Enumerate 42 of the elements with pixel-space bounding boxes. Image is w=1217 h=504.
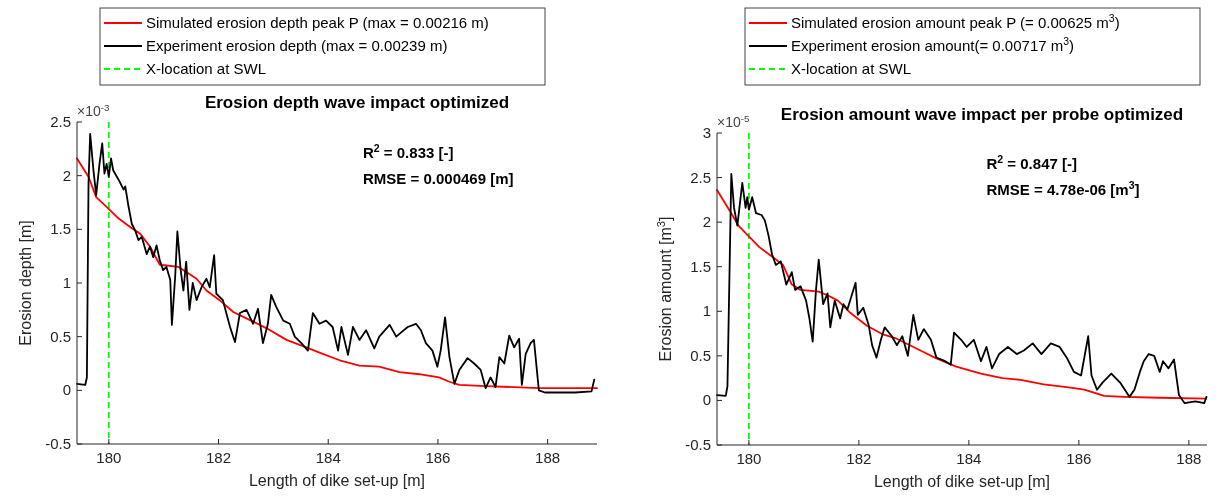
y-tick-label: 2 (62, 166, 71, 184)
y-tick-label: 2.5 (690, 168, 711, 186)
y-tick-label: 1.5 (50, 220, 71, 238)
x-tick-label: 184 (315, 449, 341, 466)
x-tick-label: 188 (535, 449, 561, 466)
legend-label: Simulated erosion amount peak P (= 0.00625 m$^{3}$) (791, 12, 1120, 31)
y-tick-label: 2 (702, 213, 711, 231)
chart-title: Erosion amount wave impact per probe optimized (780, 105, 1184, 124)
y-tick-label: 1 (702, 302, 711, 320)
x-tick-label: 182 (206, 449, 232, 466)
text: ×10$^{-5}$ (717, 112, 751, 130)
x-tick-label: 184 (956, 450, 982, 467)
x-tick-label: 186 (1066, 450, 1092, 467)
legend-label: X-location at SWL (791, 60, 912, 77)
y-tick-label: 0 (62, 381, 71, 399)
annotation: R$^{2}$ = 0.847 [-] (986, 153, 1077, 172)
y-tick-label: -0.5 (685, 436, 711, 453)
x-axis-title: Length of dike set-up [m] (873, 473, 1051, 490)
x-tick-label: 180 (96, 449, 122, 466)
legend-label: Experiment erosion depth (max = 0.00239 m) (146, 37, 448, 54)
x-axis-title: Length of dike set-up [m] (248, 472, 426, 489)
y-tick-label: 1.5 (690, 257, 711, 275)
chart-title: Erosion depth wave impact optimized (204, 93, 510, 112)
x-tick-label: 188 (1176, 450, 1202, 467)
legend-label: Experiment erosion amount(= 0.00717 m$^{3}$) (791, 35, 1075, 54)
y-axis-title: Erosion depth [m] (17, 220, 34, 346)
legend-label: Simulated erosion depth peak P (max = 0.00216 m) (146, 14, 489, 31)
y-tick-label: 1 (62, 274, 71, 291)
x-tick-label: 186 (425, 449, 451, 466)
y-tick-label: -0.5 (45, 435, 71, 452)
legend-label: X-location at SWL (146, 60, 267, 77)
annotation: R$^{2}$ = 0.833 [-] (363, 142, 454, 161)
annotation: RMSE = 0.000469 [m] (363, 170, 514, 187)
y-tick-label: 0.5 (690, 346, 711, 364)
x-tick-label: 180 (736, 450, 762, 467)
y-tick-label: 2.5 (50, 113, 71, 130)
y-tick-label: 0.5 (50, 327, 71, 345)
annotation: RMSE = 4.78e-06 [m$^{3}$] (986, 179, 1140, 198)
text: ×10$^{-3}$ (77, 101, 111, 119)
y-tick-label: 0 (702, 391, 711, 409)
y-tick-label: 3 (702, 124, 711, 141)
x-tick-label: 182 (846, 450, 872, 467)
